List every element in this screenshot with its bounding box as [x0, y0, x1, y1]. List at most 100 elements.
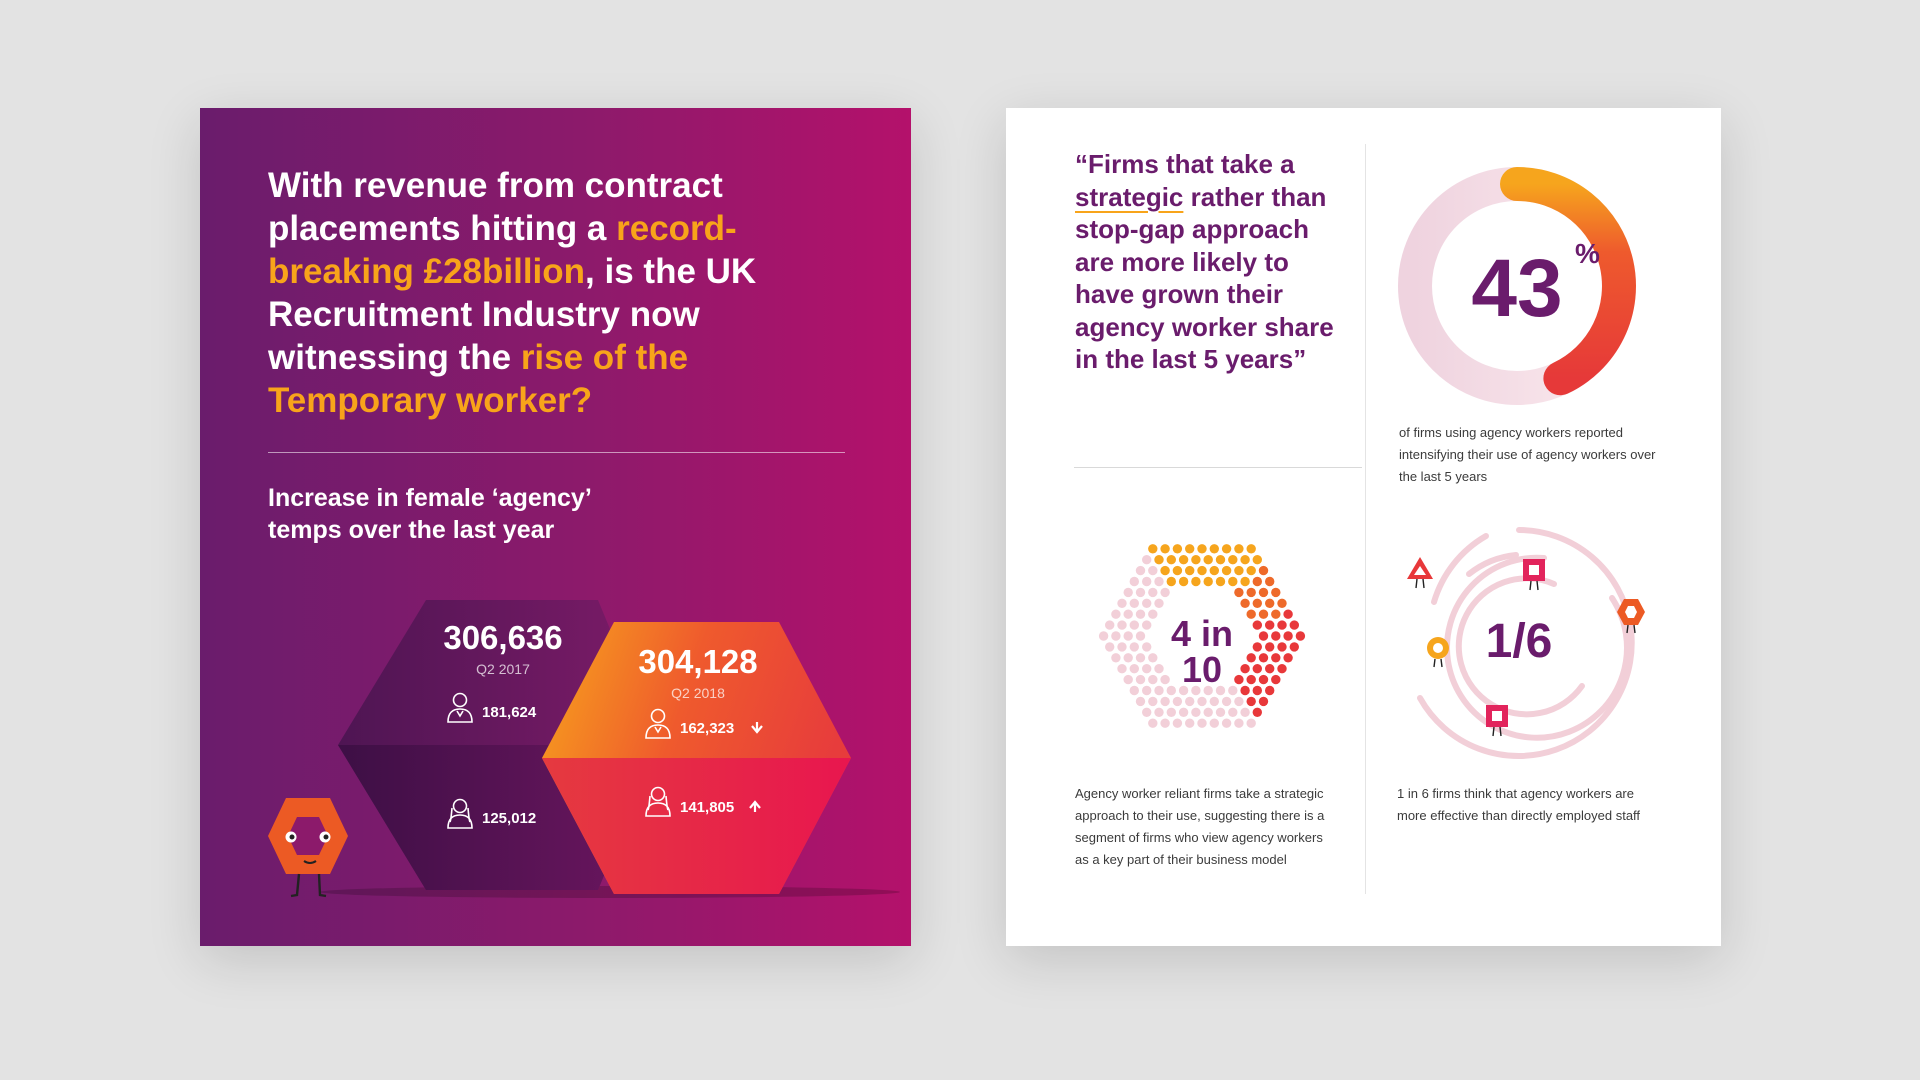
- ring-outer-segment: [1431, 533, 1489, 605]
- hex-dot: [1215, 642, 1226, 652]
- headline-text-1: With revenue from contract placements hi…: [268, 166, 723, 248]
- hex-dot: [1209, 631, 1219, 641]
- hex-dot: [1172, 653, 1183, 663]
- hex-dot: [1191, 707, 1201, 717]
- hex-dot: [1221, 565, 1232, 576]
- female-2017: 125,012: [482, 810, 536, 827]
- hex-dot: [1160, 674, 1170, 685]
- hex-dot: [1228, 598, 1238, 608]
- hex-dot: [1252, 620, 1262, 630]
- hex-dot: [1178, 685, 1189, 696]
- hex-dot: [1148, 587, 1158, 598]
- hex-dot: [1154, 555, 1164, 565]
- hex-dot: [1246, 696, 1256, 707]
- hex-dot: [1289, 620, 1299, 630]
- hex-dot: [1105, 642, 1115, 652]
- hex-dot: [1271, 653, 1281, 663]
- hex-dot: [1135, 674, 1146, 685]
- hex-dot: [1135, 696, 1146, 707]
- hex-dot: [1191, 685, 1201, 696]
- hex-dot: [1185, 587, 1195, 598]
- hex-dot: [1221, 674, 1232, 685]
- hex-dot: [1203, 598, 1213, 608]
- hex-dot: [1098, 631, 1109, 641]
- hex-dot: [1271, 609, 1281, 619]
- hex-dot: [1148, 609, 1158, 619]
- hex-dot: [1160, 653, 1170, 663]
- hex-dot: [1117, 642, 1127, 652]
- quote-underlined: strategic: [1075, 181, 1184, 212]
- hex-dot: [1265, 620, 1275, 630]
- hex-dot: [1221, 631, 1232, 641]
- quote-text-open: “Firms that take a: [1075, 149, 1295, 179]
- hex-dot: [1123, 631, 1133, 641]
- hex-dot: [1135, 565, 1146, 576]
- hex-dot: [1203, 685, 1213, 696]
- hex-dot: [1172, 631, 1183, 641]
- hex-dot: [1135, 631, 1146, 641]
- hex-dot: [1135, 653, 1146, 663]
- hex-dot: [1166, 664, 1176, 674]
- hex-dot: [1154, 664, 1164, 674]
- hex-dot: [1265, 642, 1275, 652]
- hex-dot: [1142, 620, 1152, 630]
- hex-dot: [1265, 598, 1275, 608]
- hex-dot: [1258, 696, 1269, 707]
- hex-dot: [1234, 653, 1244, 663]
- hex-dot: [1277, 664, 1287, 674]
- hex-dot: [1148, 696, 1158, 707]
- hex-dot: [1172, 565, 1183, 576]
- hex-dot: [1129, 576, 1139, 587]
- hex-dot: [1252, 664, 1262, 674]
- hex-dot: [1172, 696, 1183, 707]
- hex-dot: [1142, 555, 1152, 565]
- hex-dot: [1160, 718, 1170, 728]
- hex-dot: [1154, 707, 1164, 717]
- quote-text-rest: rather than stop-gap approach are more l…: [1075, 181, 1334, 375]
- hex-dot: [1271, 587, 1281, 598]
- hex-dot: [1166, 598, 1176, 608]
- headline-text-2: , is the UK Recruitment Industry now wit…: [268, 252, 757, 377]
- hex-dot: [1148, 565, 1158, 576]
- female-icon: [447, 798, 473, 829]
- hex-dot: [1142, 685, 1152, 696]
- hex-dot: [1142, 642, 1152, 652]
- hex-dot: [1178, 576, 1189, 587]
- hex-dot: [1265, 685, 1275, 696]
- hex-dot: [1209, 565, 1219, 576]
- percent-donut: 43 %: [1398, 167, 1636, 405]
- percent-caption: of firms using agency workers reported i…: [1399, 425, 1656, 484]
- hex-dot: [1178, 707, 1189, 717]
- hex-dot: [1142, 707, 1152, 717]
- hex-dot: [1234, 544, 1244, 554]
- hex-dot: [1271, 631, 1281, 641]
- hex-dot: [1166, 620, 1176, 630]
- hex-dot: [1221, 609, 1232, 619]
- hex-dot: [1234, 609, 1244, 619]
- hex-dot: [1240, 685, 1250, 696]
- hex-dot: [1203, 642, 1213, 652]
- hex-dot: [1295, 631, 1306, 641]
- hex-dot: [1228, 685, 1238, 696]
- hex-dot: [1283, 631, 1293, 641]
- hex-dot: [1240, 598, 1250, 608]
- hex-dot: [1215, 555, 1226, 565]
- hex-dot: [1209, 653, 1219, 663]
- hex-dot: [1123, 587, 1133, 598]
- hex-dot: [1178, 555, 1189, 565]
- donut-arc: [1500, 167, 1636, 396]
- total-2018: 304,128: [638, 643, 757, 680]
- hex-dot: [1191, 555, 1201, 565]
- hex-dot: [1172, 609, 1183, 619]
- hex-dot: [1246, 587, 1256, 598]
- hex-dot: [1246, 674, 1256, 685]
- hex-dot: [1246, 631, 1256, 641]
- hex-dot: [1197, 609, 1207, 619]
- hex-dot: [1240, 664, 1250, 674]
- hex-dot: [1142, 664, 1152, 674]
- hex-dot: [1129, 664, 1139, 674]
- hex-dot: [1129, 620, 1139, 630]
- hex-dot: [1172, 587, 1183, 598]
- hex-dot: [1258, 587, 1269, 598]
- hex-dot: [1123, 674, 1133, 685]
